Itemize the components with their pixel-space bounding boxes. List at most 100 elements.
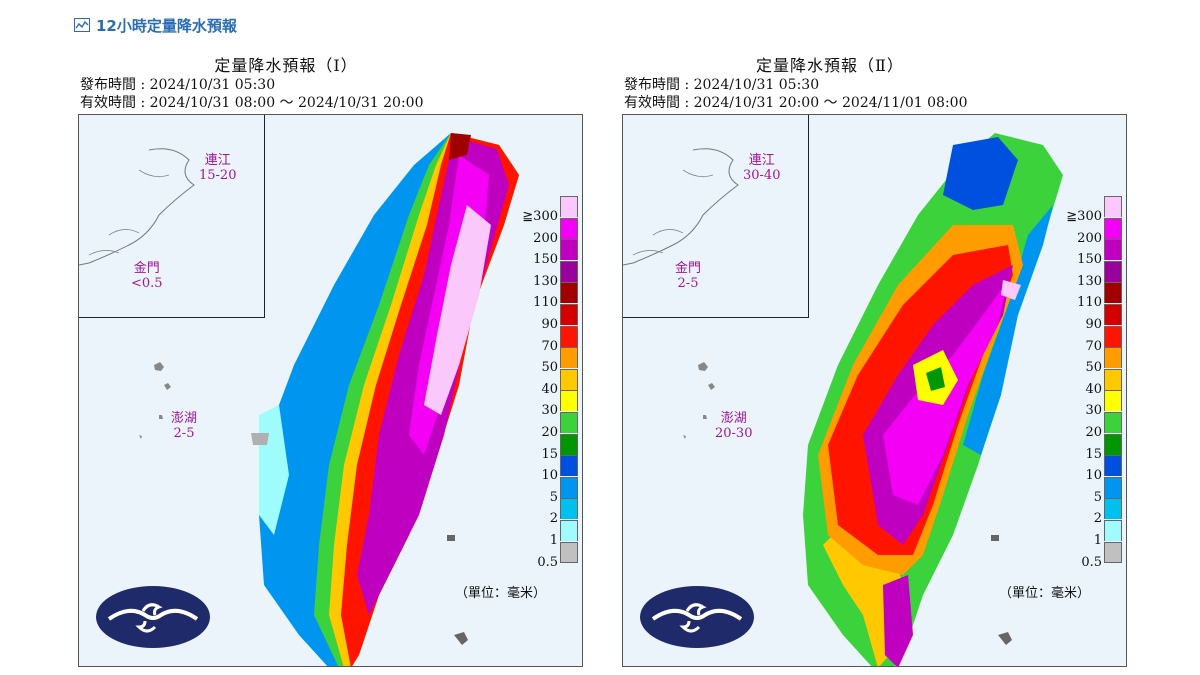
unit-label: （單位：毫米） <box>455 586 547 601</box>
valid-time: 有效時間 : 2024/10/31 08:00 ～ 2024/10/31 20:… <box>80 95 424 111</box>
legend-swatch <box>560 520 578 541</box>
outlying-islands-inset <box>79 115 265 318</box>
issue-time: 發布時間 : 2024/10/31 05:30 <box>624 77 820 93</box>
legend-row: 2 <box>520 498 580 526</box>
legend-label: 110 <box>533 295 558 311</box>
legend-row: 20 <box>1064 412 1124 440</box>
legend-label: 2 <box>549 511 558 527</box>
page-heading: 12小時定量降水預報 <box>74 14 237 36</box>
legend-swatch <box>1104 196 1122 217</box>
legend-row: 0.5 <box>1064 541 1124 570</box>
legend-row: 1 <box>1064 520 1124 548</box>
legend-swatch <box>560 541 578 563</box>
cwa-logo-icon <box>640 586 754 648</box>
legend-row: 5 <box>1064 476 1124 505</box>
legend-label: 0.5 <box>537 554 558 570</box>
legend-row: ≧300 <box>520 196 580 224</box>
island-range: 30-40 <box>743 168 781 183</box>
legend-label: 150 <box>1077 252 1102 268</box>
legend-row: 40 <box>520 368 580 397</box>
legend-row: 90 <box>1064 304 1124 332</box>
issue-time: 發布時間 : 2024/10/31 05:30 <box>80 77 276 93</box>
legend-label: 200 <box>1077 230 1102 246</box>
island-label-lienchiang: 連江 30-40 <box>743 153 780 183</box>
legend-swatch <box>1104 260 1122 282</box>
island-range: 15-20 <box>199 168 237 183</box>
legend-swatch <box>560 498 578 520</box>
legend-label: 1 <box>1093 533 1102 548</box>
legend-swatch <box>560 433 578 455</box>
legend-label: 70 <box>1085 338 1102 354</box>
legend-swatch <box>1104 433 1122 455</box>
legend-label: 0.5 <box>1081 554 1102 570</box>
legend-label: 30 <box>1085 403 1102 419</box>
legend-row: 200 <box>520 217 580 246</box>
legend-label: 130 <box>1077 273 1102 289</box>
legend-label: 130 <box>533 273 558 289</box>
island-label-kinmen: 金門 <0.5 <box>131 261 163 291</box>
legend-row: 110 <box>1064 282 1124 310</box>
legend-label: 200 <box>533 230 558 246</box>
legend-swatch <box>560 239 578 261</box>
legend-swatch <box>1104 282 1122 304</box>
legend-swatch <box>1104 541 1122 563</box>
legend-label: 50 <box>541 360 558 376</box>
legend-row: 15 <box>1064 433 1124 462</box>
legend-label: 40 <box>541 381 558 397</box>
island-label-kinmen: 金門 2-5 <box>675 261 701 291</box>
legend-swatch <box>560 347 578 369</box>
legend-label: 20 <box>1085 425 1102 440</box>
island-range: 2-5 <box>173 426 195 441</box>
taiwan-rainfall-shading <box>623 133 1063 666</box>
legend-row: 30 <box>1064 390 1124 418</box>
legend-label: 70 <box>541 338 558 354</box>
legend-swatch <box>1104 412 1122 433</box>
legend-label: 15 <box>1085 446 1102 462</box>
legend-swatch <box>1104 239 1122 261</box>
island-name: 連江 <box>204 153 231 168</box>
legend-label: 2 <box>1093 511 1102 527</box>
page-heading-text: 12小時定量降水預報 <box>96 16 237 35</box>
legend-row: 5 <box>520 476 580 505</box>
island-range: 20-30 <box>715 426 753 441</box>
taiwan-rainfall-shading <box>79 133 519 666</box>
island-name: 澎湖 <box>171 411 198 426</box>
legend-row: 20 <box>520 412 580 440</box>
island-name: 金門 <box>675 261 702 276</box>
island-label-penghu: 澎湖 2-5 <box>171 411 197 441</box>
legend-row: 130 <box>520 260 580 289</box>
legend-row: ≧300 <box>1064 196 1124 224</box>
legend-label: 90 <box>541 317 558 332</box>
legend-swatch <box>1104 325 1122 347</box>
legend-label: 30 <box>541 403 558 419</box>
legend-swatch <box>560 455 578 477</box>
legend-row: 40 <box>1064 368 1124 397</box>
legend-swatch <box>560 282 578 304</box>
legend-label: ≧300 <box>522 209 558 224</box>
cwa-logo-icon <box>96 586 210 648</box>
legend-row: 90 <box>520 304 580 332</box>
legend-row: 15 <box>520 433 580 462</box>
forecast-panel-1: 定量降水預報（Ⅰ） 發布時間 : 2024/10/31 05:30 有效時間 :… <box>70 50 590 670</box>
legend-swatch <box>1104 347 1122 369</box>
island-range: <0.5 <box>131 276 163 291</box>
legend-label: 10 <box>541 468 558 484</box>
legend-swatch <box>1104 455 1122 477</box>
legend-label: 150 <box>533 252 558 268</box>
island-name: 連江 <box>748 153 775 168</box>
legend-row: 10 <box>1064 455 1124 483</box>
legend-swatch <box>560 325 578 347</box>
rainfall-map: 連江 15-20 金門 <0.5 澎湖 2-5 <box>78 114 583 667</box>
legend-label: 20 <box>541 425 558 440</box>
legend-label: 15 <box>541 446 558 462</box>
legend-swatch <box>560 390 578 412</box>
legend-swatch <box>1104 520 1122 541</box>
legend-swatch <box>560 217 578 239</box>
legend-swatch <box>1104 476 1122 498</box>
legend-swatch <box>560 368 578 390</box>
legend-row: 50 <box>1064 347 1124 375</box>
legend-row: 0.5 <box>520 541 580 570</box>
legend-swatch <box>560 260 578 282</box>
legend-row: 70 <box>1064 325 1124 354</box>
legend-row: 150 <box>520 239 580 267</box>
